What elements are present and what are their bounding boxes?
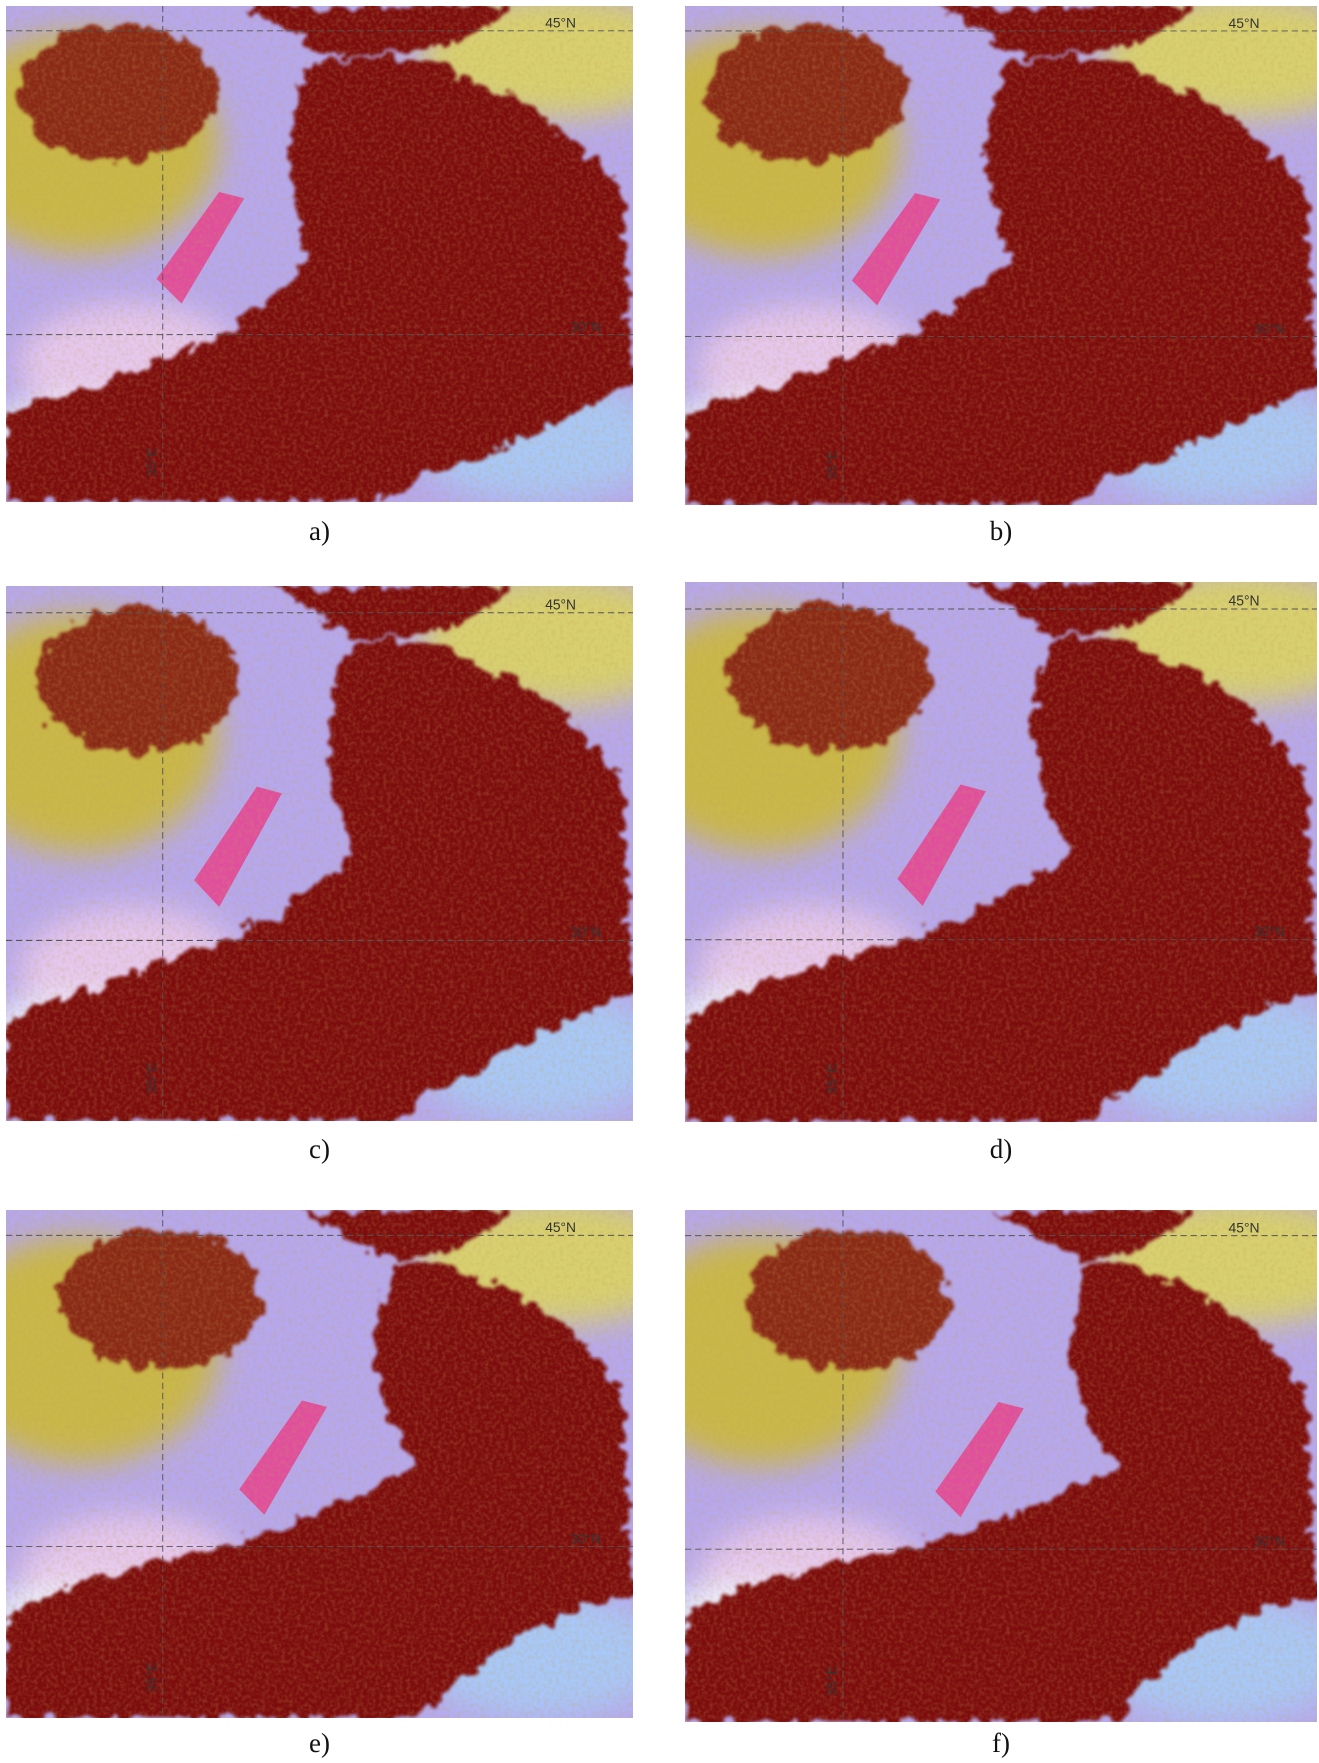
grid-label: 45°N xyxy=(1229,15,1260,31)
grid-label: 35°E xyxy=(825,1063,840,1095)
texture xyxy=(685,1210,1317,1722)
grid-label: 35°E xyxy=(824,450,840,480)
texture xyxy=(6,6,633,502)
texture xyxy=(685,582,1317,1122)
figure-page: 45°N 30°N 35°E a) 45°N 30°N 35°E b) 45°N 30°N 35°E… xyxy=(0,0,1319,1763)
satellite-image: 45°N 30°N 35°E xyxy=(6,6,633,502)
grid-label: 45°N xyxy=(545,16,576,31)
grid-label: 30°N xyxy=(1254,924,1285,941)
grid-label: 45°N xyxy=(1229,593,1260,610)
satellite-image: 45°N 30°N 35°E xyxy=(685,6,1317,505)
satellite-image: 45°N 30°N 35°E xyxy=(6,1210,633,1718)
texture xyxy=(6,1210,633,1718)
grid-label: 35°E xyxy=(144,447,159,477)
grid-label: 30°N xyxy=(570,320,601,335)
grid-label: 30°N xyxy=(570,925,601,942)
grid-label: 35°E xyxy=(145,1062,160,1094)
grid-label: 45°N xyxy=(1229,1219,1260,1235)
caption: a) xyxy=(270,516,370,547)
grid-label: 35°E xyxy=(824,1666,840,1697)
caption: d) xyxy=(951,1134,1051,1165)
grid-label: 35°E xyxy=(144,1662,160,1692)
caption: c) xyxy=(270,1134,370,1165)
grid-label: 45°N xyxy=(545,597,576,614)
satellite-image: 45°N 30°N 35°E xyxy=(6,586,633,1121)
grid-label: 45°N xyxy=(545,1219,576,1235)
texture xyxy=(6,586,633,1121)
satellite-image: 45°N 30°N 35°E xyxy=(685,582,1317,1122)
caption: f) xyxy=(951,1728,1051,1759)
texture xyxy=(685,6,1317,505)
caption: b) xyxy=(951,516,1051,547)
satellite-image: 45°N 30°N 35°E xyxy=(685,1210,1317,1722)
grid-label: 30°N xyxy=(1254,1533,1285,1549)
grid-label: 30°N xyxy=(1254,321,1285,337)
caption: e) xyxy=(270,1728,370,1759)
grid-label: 30°N xyxy=(570,1530,601,1546)
